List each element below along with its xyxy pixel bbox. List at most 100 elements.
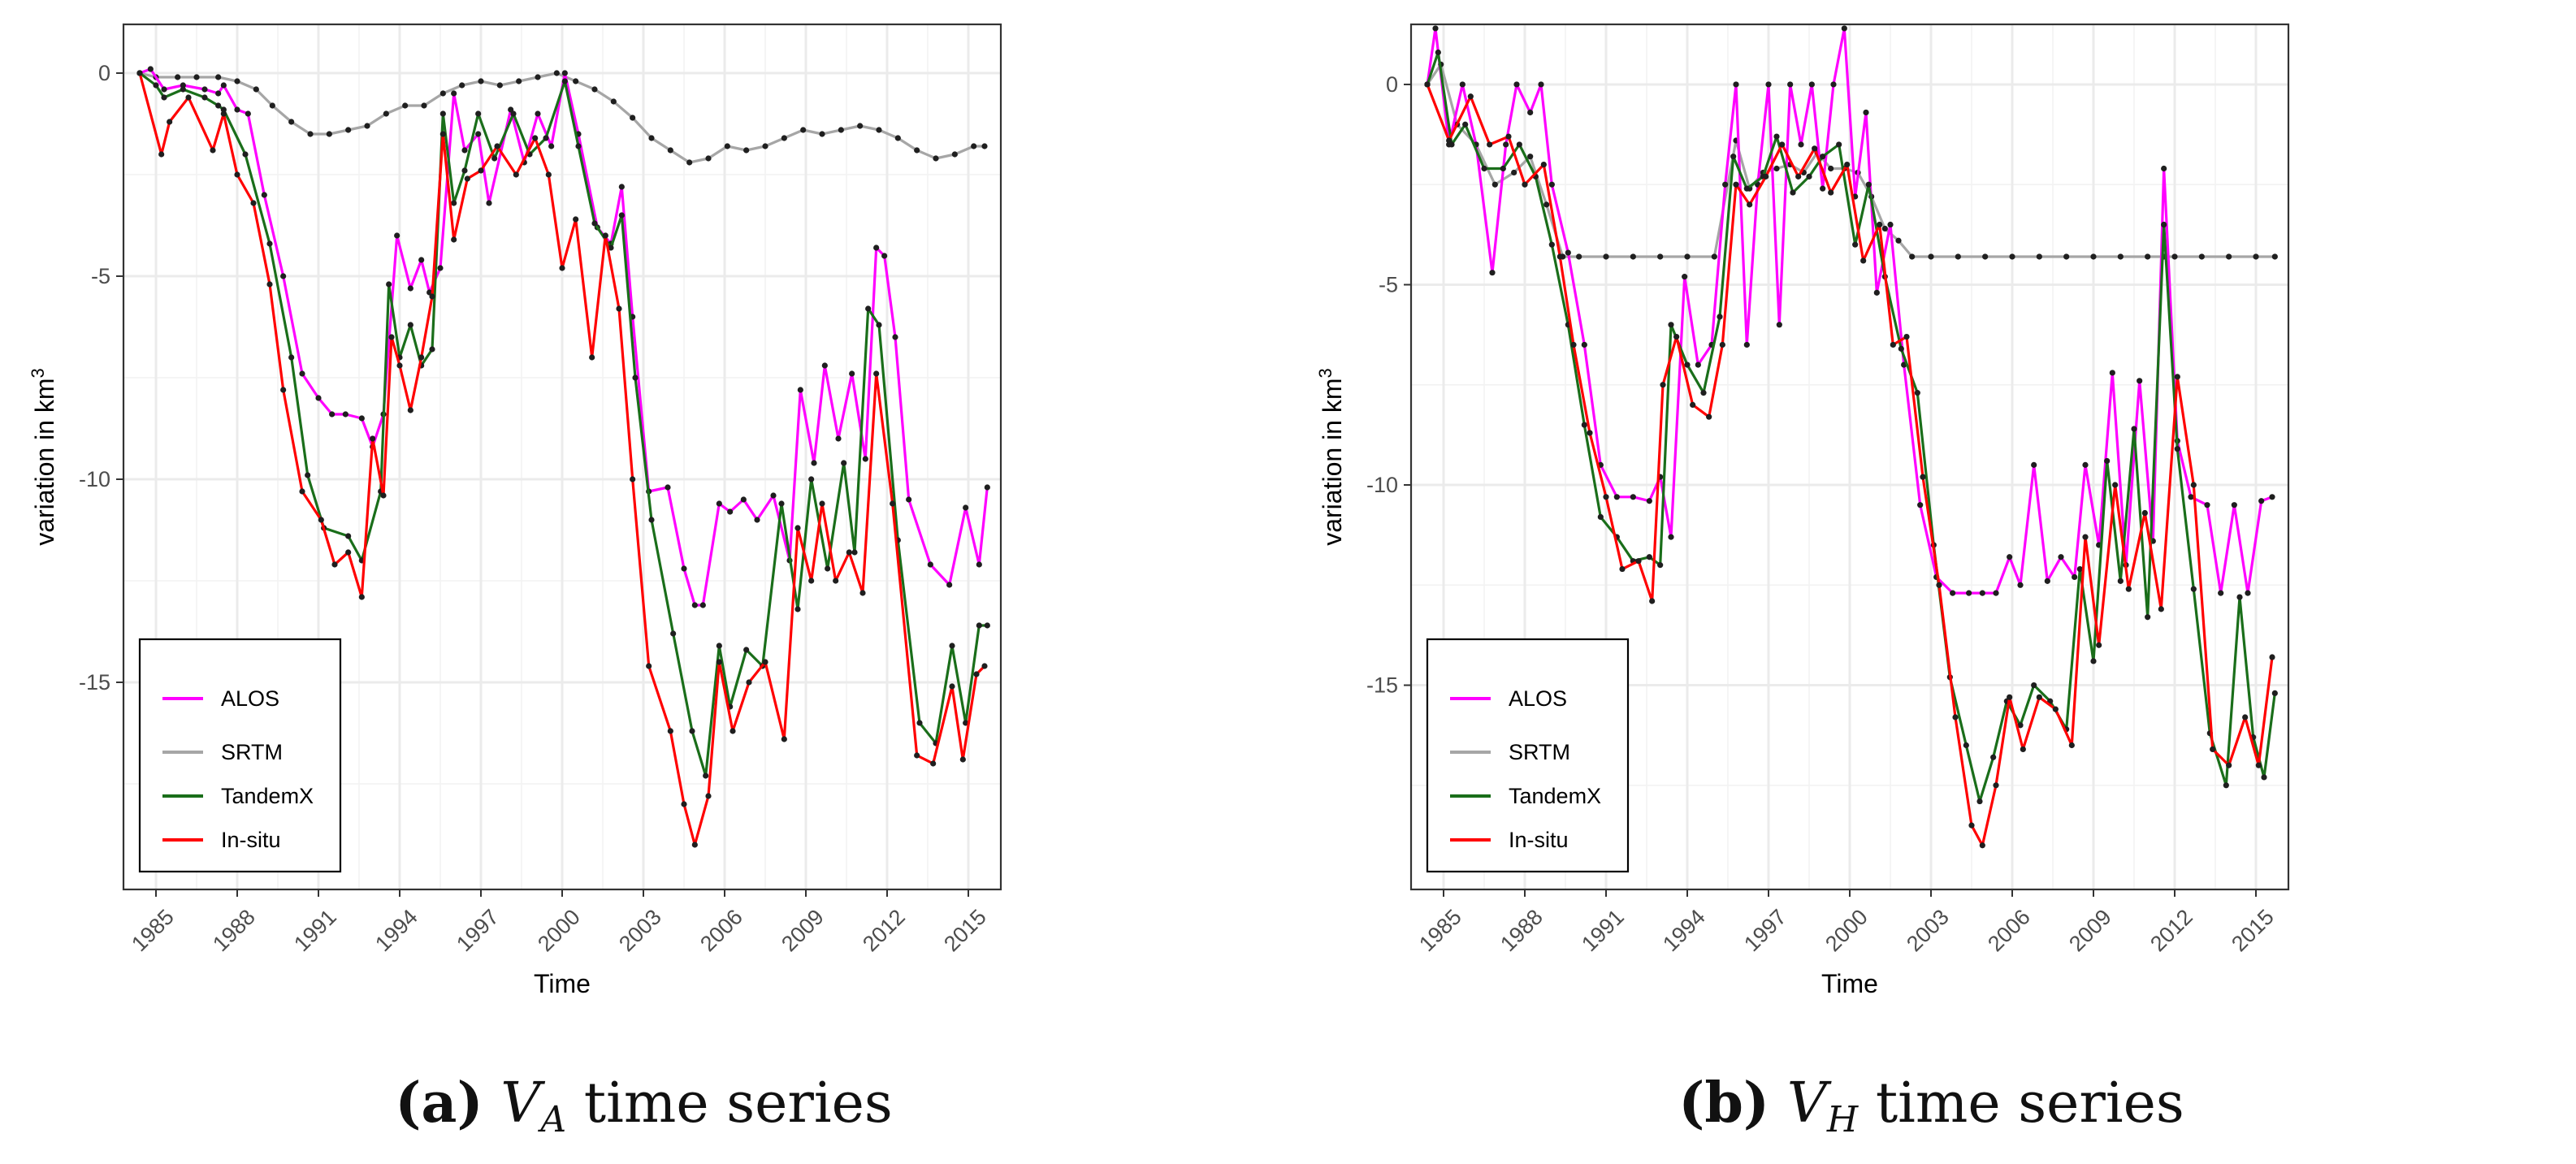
c1-data-point-in-situ <box>1570 341 1577 348</box>
c1-data-point-alos <box>1513 81 1520 88</box>
c0-data-point-tandemx <box>491 155 498 162</box>
c1-data-point-alos <box>1613 494 1620 500</box>
c1-data-point-in-situ <box>1556 253 1563 260</box>
c0-data-point-srtm <box>648 135 655 141</box>
c1-data-point-tandemx <box>1914 390 1920 396</box>
c0-data-point-alos <box>161 86 167 93</box>
c0-data-point-tandemx <box>778 500 785 507</box>
c1-data-point-tandemx <box>1657 562 1664 569</box>
c0-data-point-in-situ <box>808 578 815 584</box>
c1-series-line-srtm <box>1426 63 2275 258</box>
c1-data-point-alos <box>1722 181 1729 188</box>
c1-data-point-tandemx <box>1730 154 1737 160</box>
c0-data-point-in-situ <box>318 517 324 523</box>
c0-data-point-alos <box>770 492 777 499</box>
c1-data-point-tandemx <box>1743 185 1750 192</box>
c0-data-point-tandemx <box>575 143 582 149</box>
c0-legend-label-srtm: SRTM <box>221 740 283 764</box>
c1-data-point-in-situ <box>1968 822 1975 829</box>
c1-x-tick-label: 1997 <box>1739 905 1791 957</box>
c0-data-point-in-situ <box>380 492 387 499</box>
c1-data-point-alos <box>1538 81 1544 88</box>
c0-data-point-srtm <box>819 131 825 137</box>
c0-data-point-srtm <box>516 78 522 84</box>
c1-data-point-in-situ <box>2125 586 2132 592</box>
c1-data-point-alos <box>2204 502 2210 508</box>
c1-data-point-alos <box>2137 378 2143 384</box>
c0-data-point-tandemx <box>429 346 435 353</box>
c1-data-point-in-situ <box>2210 746 2216 753</box>
c0-data-point-tandemx <box>153 82 159 89</box>
c0-data-point-in-situ <box>691 842 698 848</box>
c0-data-point-alos <box>548 143 555 149</box>
c1-data-point-in-situ <box>1540 161 1547 168</box>
c0-data-point-srtm <box>667 147 673 154</box>
chart-b: 0 -5 -10 -15 1985 1988 1991 1994 1997 2000 2003 200… <box>1315 23 2290 998</box>
c0-data-point-srtm <box>307 131 314 137</box>
c0-data-point-tandemx <box>288 354 295 361</box>
c1-data-point-tandemx <box>1773 133 1780 140</box>
c1-data-point-srtm <box>1982 253 1989 260</box>
c0-y-axis-title: variation in km3 <box>28 368 59 546</box>
c0-data-point-in-situ <box>846 549 852 556</box>
c1-data-point-in-situ <box>2158 606 2164 612</box>
c0-data-point-tandemx <box>976 622 982 629</box>
c1-data-point-tandemx <box>1481 165 1487 172</box>
c0-data-point-alos <box>691 602 698 608</box>
c1-data-point-alos <box>1503 141 1509 148</box>
c0-data-point-srtm <box>971 143 977 149</box>
c1-legend-label-srtm: SRTM <box>1509 740 1570 764</box>
c0-data-point-alos <box>180 82 186 89</box>
c0-data-point-in-situ <box>494 143 500 149</box>
c0-data-point-in-situ <box>930 760 937 767</box>
c1-data-point-in-situ <box>1603 494 1609 500</box>
c0-data-point-alos <box>437 265 444 271</box>
c0-data-point-in-situ <box>589 354 595 361</box>
c0-data-point-tandemx <box>451 200 457 206</box>
c0-data-point-in-situ <box>396 362 403 369</box>
caption-b-label: (b) <box>1678 1071 1770 1136</box>
c0-data-point-in-situ <box>859 590 866 596</box>
c0-data-point-in-situ <box>220 110 227 117</box>
c1-data-point-srtm <box>2171 253 2178 260</box>
c0-data-point-in-situ <box>167 119 173 125</box>
c0-data-point-srtm <box>269 102 275 109</box>
c0-x-tick-label: 1988 <box>208 905 260 957</box>
c1-data-point-tandemx <box>1700 390 1707 396</box>
c0-data-point-alos <box>892 334 898 340</box>
c1-data-point-alos <box>2231 502 2237 508</box>
c1-data-point-tandemx <box>1462 121 1469 128</box>
c0-data-point-in-situ <box>158 151 165 158</box>
c1-data-point-in-situ <box>1844 161 1851 168</box>
c0-data-point-alos <box>835 435 842 442</box>
c1-data-point-tandemx <box>2223 782 2229 789</box>
c0-data-point-tandemx <box>876 322 882 328</box>
c0-data-point-alos <box>618 184 625 190</box>
c1-data-point-alos <box>1950 590 1956 596</box>
c1-data-point-in-situ <box>1505 133 1512 140</box>
c0-x-tick-label: 2012 <box>858 905 910 957</box>
c1-data-point-srtm <box>1773 165 1780 172</box>
c0-data-point-alos <box>984 484 990 491</box>
c0-data-point-tandemx <box>543 135 549 141</box>
c1-data-point-in-situ <box>1920 474 1926 480</box>
c1-data-point-srtm <box>2226 253 2232 260</box>
c1-data-point-alos <box>1787 81 1794 88</box>
c0-data-point-tandemx <box>220 106 227 113</box>
c1-data-point-tandemx <box>2090 658 2097 664</box>
c0-data-point-alos <box>342 411 349 418</box>
c1-data-point-tandemx <box>2161 221 2167 228</box>
c1-data-point-alos <box>1765 81 1772 88</box>
panel-b: 0 -5 -10 -15 1985 1988 1991 1994 1997 2000 2003 200… <box>1288 0 2575 1164</box>
c1-data-point-in-situ <box>1877 221 1883 228</box>
caption-a-sub: A <box>540 1099 567 1140</box>
c1-data-point-srtm <box>1881 225 1888 232</box>
c0-data-point-tandemx <box>215 102 222 109</box>
c1-data-point-alos <box>2082 461 2089 468</box>
c1-data-point-alos <box>2072 573 2078 581</box>
c0-data-point-alos <box>754 517 760 523</box>
c1-legend-label-tandemx: TandemX <box>1509 784 1601 808</box>
c1-data-point-in-situ <box>1719 341 1725 348</box>
c1-data-point-tandemx <box>2261 774 2267 781</box>
c0-data-point-srtm <box>724 143 730 149</box>
